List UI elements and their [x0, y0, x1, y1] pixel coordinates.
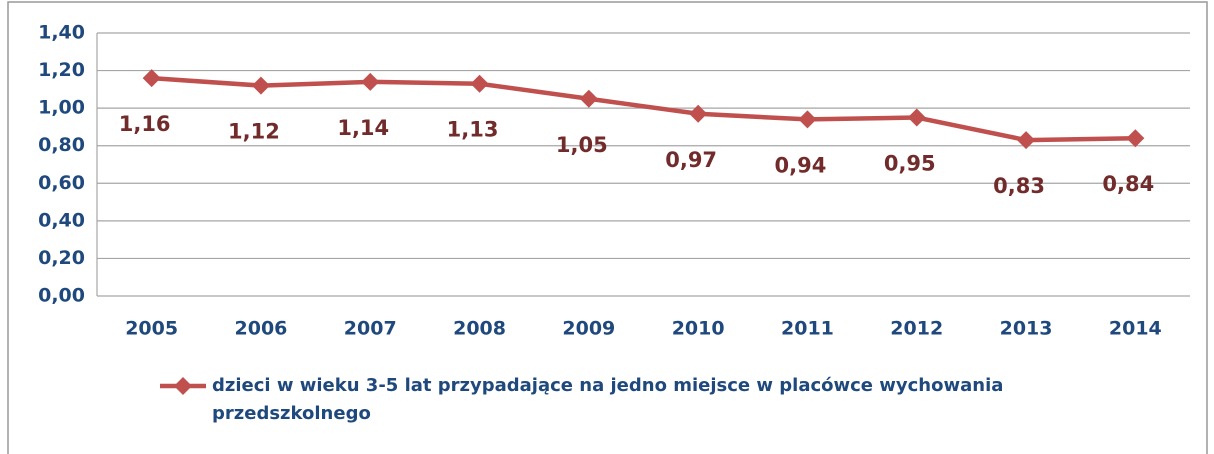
x-tick-label: 2008: [453, 318, 506, 340]
data-label: 1,12: [228, 120, 280, 144]
y-tick-label: 1,40: [38, 22, 85, 44]
marker: [251, 76, 270, 95]
data-label: 0,97: [665, 148, 717, 172]
x-tick-label: 2005: [125, 318, 178, 340]
y-tick-label: 1,20: [38, 59, 85, 81]
x-tick-label: 2014: [1109, 318, 1162, 340]
x-tick-label: 2011: [781, 318, 834, 340]
marker: [1017, 131, 1036, 150]
y-tick-label: 0,80: [38, 134, 85, 156]
chart-frame: [7, 1, 1208, 454]
marker: [470, 74, 489, 93]
data-label: 0,84: [1102, 172, 1154, 196]
marker: [142, 69, 161, 88]
marker: [361, 72, 380, 91]
marker: [907, 108, 926, 127]
legend-item: dzieci w wieku 3-5 lat przypadające na j…: [212, 375, 1004, 424]
data-label: 0,95: [884, 152, 936, 176]
y-tick-label: 0,20: [38, 247, 85, 269]
y-tick-label: 0,60: [38, 172, 85, 194]
x-tick-label: 2012: [890, 318, 943, 340]
y-tick-label: 0,00: [38, 285, 85, 307]
y-tick-label: 0,40: [38, 209, 85, 231]
x-tick-label: 2009: [562, 318, 615, 340]
y-tick-label: 1,00: [38, 97, 85, 119]
data-label: 1,16: [119, 112, 171, 136]
marker: [1126, 129, 1145, 148]
line: [151, 75, 1136, 143]
x-tick-label: 2007: [344, 318, 397, 340]
legend-label: dzieci w wieku 3-5 lat przypadające na j…: [212, 375, 1004, 424]
x-tick-label: 2010: [672, 318, 725, 340]
x-tick-label: 2013: [1000, 318, 1053, 340]
marker: [689, 104, 708, 123]
marker: [579, 89, 598, 108]
data-label: 1,14: [337, 116, 389, 140]
marker: [798, 110, 817, 129]
data-label: 0,94: [775, 153, 827, 177]
data-label: 0,83: [993, 174, 1045, 198]
data-label: 1,05: [556, 133, 608, 157]
data-label: 1,13: [447, 118, 499, 142]
legend-marker: [174, 377, 192, 395]
x-tick-label: 2006: [235, 318, 288, 340]
